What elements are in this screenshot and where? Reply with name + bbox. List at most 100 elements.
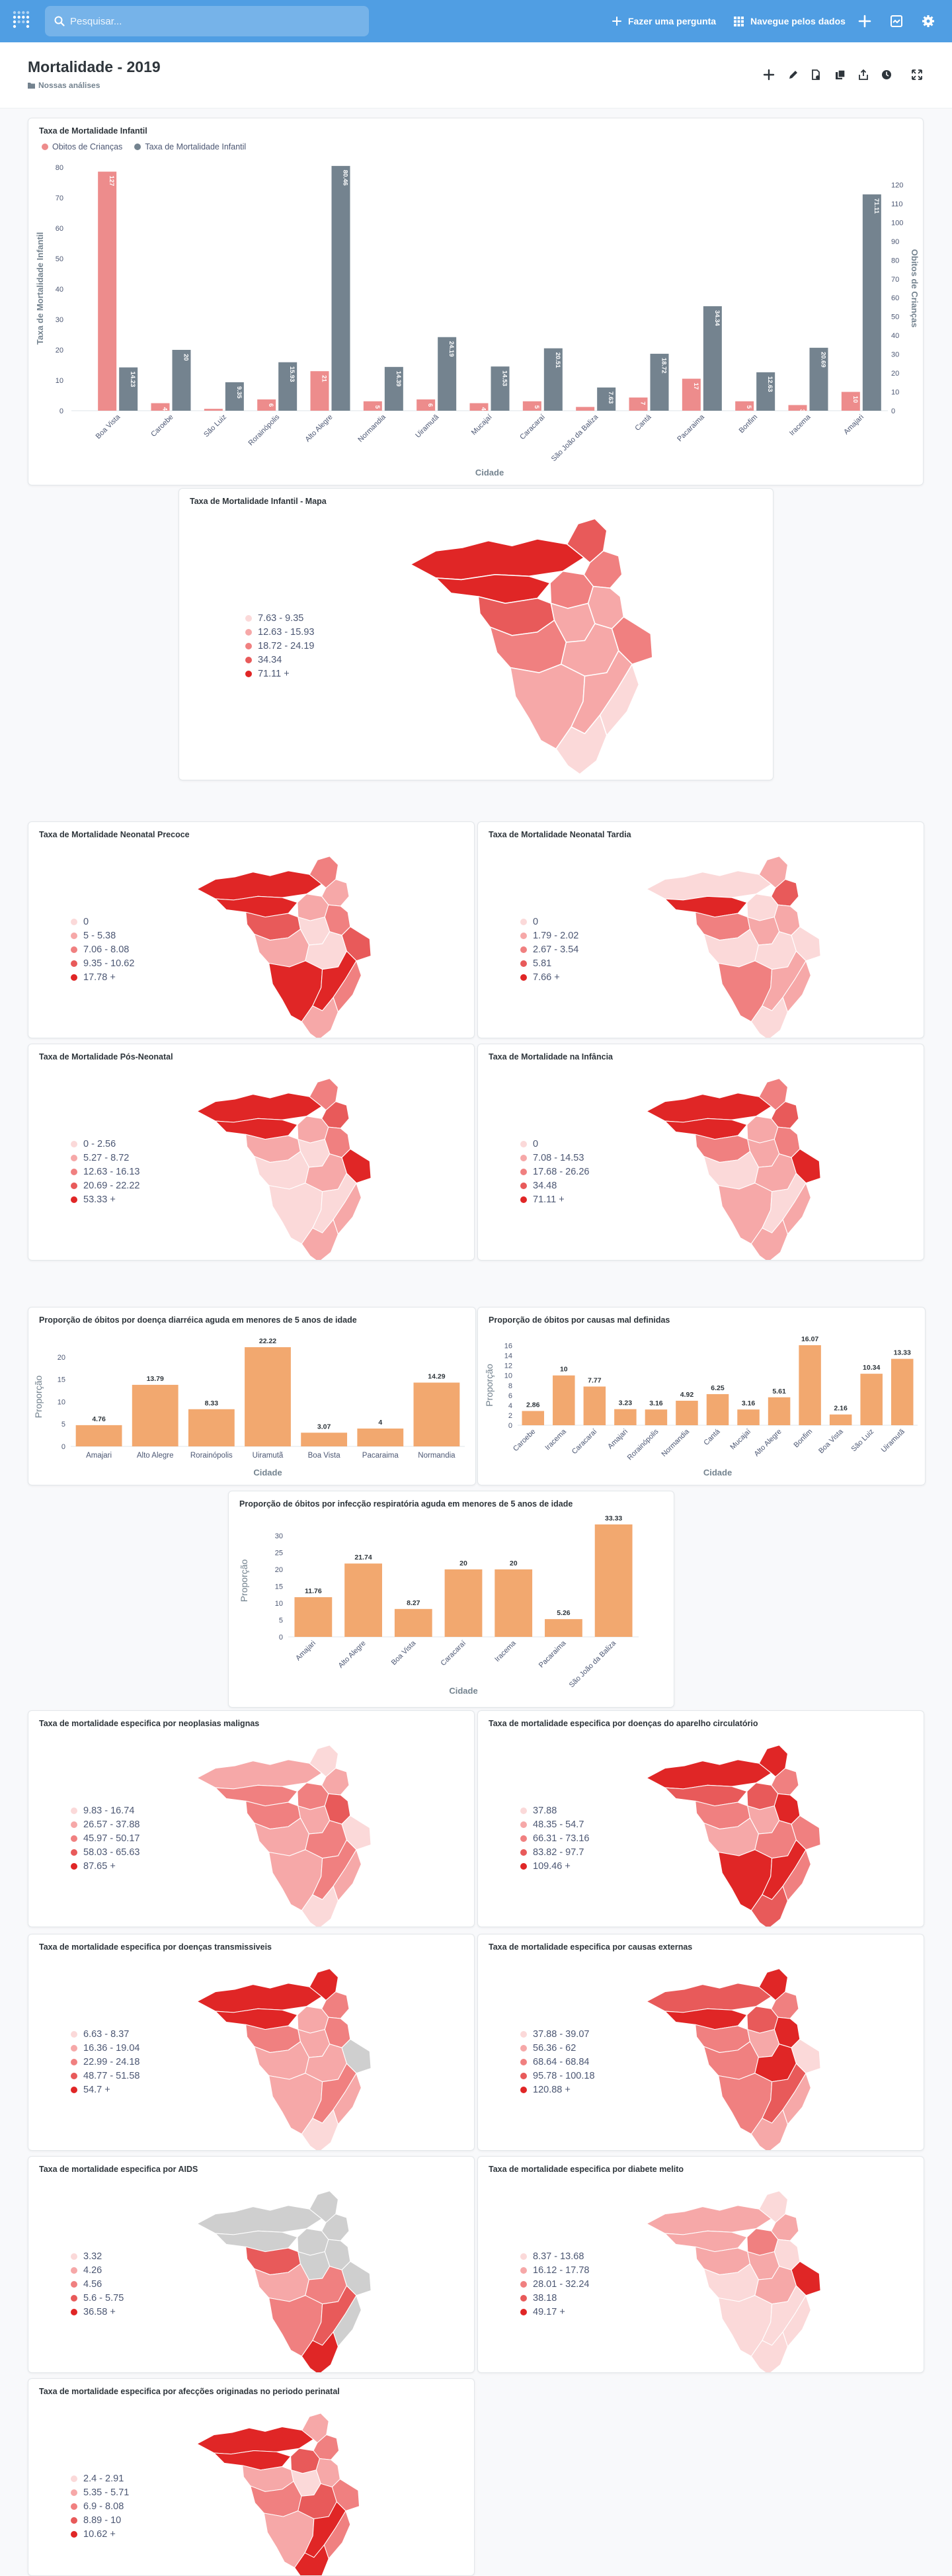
activity-icon[interactable] xyxy=(889,13,904,29)
map-region[interactable] xyxy=(333,2073,362,2125)
map-region[interactable] xyxy=(197,1983,323,2013)
map-region[interactable] xyxy=(197,870,323,901)
map-region[interactable] xyxy=(197,2426,314,2455)
bar-taxa[interactable] xyxy=(119,367,138,411)
choropleth-map[interactable] xyxy=(197,1966,374,2151)
bar-obitos[interactable] xyxy=(98,171,117,411)
map-region[interactable] xyxy=(215,2230,298,2253)
bar[interactable] xyxy=(706,1393,729,1425)
bar-obitos[interactable] xyxy=(629,397,648,411)
bar-taxa[interactable] xyxy=(809,347,828,411)
bar-taxa[interactable] xyxy=(650,353,669,411)
bar-taxa[interactable] xyxy=(438,337,457,411)
bar-taxa[interactable] xyxy=(862,194,881,411)
map-region[interactable] xyxy=(758,1745,789,1778)
choropleth-map[interactable] xyxy=(647,2188,823,2373)
bar[interactable] xyxy=(495,1569,533,1637)
map-region[interactable] xyxy=(664,895,748,918)
map-region[interactable] xyxy=(758,1968,789,2001)
map-region[interactable] xyxy=(333,2295,362,2347)
new-plus-icon[interactable] xyxy=(857,13,873,29)
choropleth-map[interactable] xyxy=(647,854,823,1038)
bar-obitos[interactable] xyxy=(682,378,701,411)
bar[interactable] xyxy=(522,1411,545,1425)
map-region[interactable] xyxy=(647,1093,772,1123)
map-region[interactable] xyxy=(323,2511,351,2559)
metabase-logo[interactable] xyxy=(8,8,34,34)
map-region[interactable] xyxy=(309,856,339,889)
map-region[interactable] xyxy=(214,2450,292,2471)
bar[interactable] xyxy=(737,1409,760,1425)
bar-obitos[interactable] xyxy=(841,392,860,411)
choropleth-map[interactable] xyxy=(647,1743,823,1927)
revision-history-icon[interactable] xyxy=(809,67,823,82)
map-region[interactable] xyxy=(758,2190,789,2223)
bar[interactable] xyxy=(768,1397,791,1425)
bar-taxa[interactable] xyxy=(225,382,244,411)
bar[interactable] xyxy=(891,1358,914,1425)
map-region[interactable] xyxy=(197,1093,323,1123)
map-region[interactable] xyxy=(309,1078,339,1111)
map-region[interactable] xyxy=(566,518,608,563)
map-region[interactable] xyxy=(197,2205,323,2235)
map-region[interactable] xyxy=(647,870,772,901)
bar[interactable] xyxy=(357,1428,404,1446)
bar[interactable] xyxy=(553,1375,575,1425)
map-region[interactable] xyxy=(782,2295,811,2347)
search-input[interactable] xyxy=(70,15,348,27)
map-region[interactable] xyxy=(309,1745,339,1778)
map-region[interactable] xyxy=(215,1118,298,1140)
bar[interactable] xyxy=(594,1524,633,1637)
bar[interactable] xyxy=(294,1597,333,1637)
bar-taxa[interactable] xyxy=(172,350,191,411)
map-region[interactable] xyxy=(782,2073,811,2125)
legend-item[interactable]: Taxa de Mortalidade Infantil xyxy=(145,142,247,151)
bar[interactable] xyxy=(614,1409,637,1425)
map-region[interactable] xyxy=(411,538,585,581)
map-region[interactable] xyxy=(647,1983,772,2013)
map-region[interactable] xyxy=(664,1118,748,1140)
bar-obitos[interactable] xyxy=(735,401,754,411)
bar[interactable] xyxy=(860,1374,883,1425)
choropleth-map[interactable] xyxy=(647,1076,823,1261)
map-region[interactable] xyxy=(599,663,640,736)
browse-data-button[interactable]: Navegue pelos dados xyxy=(734,11,846,32)
bar[interactable] xyxy=(394,1608,432,1637)
duplicate-icon[interactable] xyxy=(833,67,848,82)
bar-obitos[interactable] xyxy=(204,409,223,411)
map-region[interactable] xyxy=(215,2008,298,2030)
choropleth-map[interactable] xyxy=(197,1743,374,1927)
map-region[interactable] xyxy=(664,1784,748,1807)
bar-obitos[interactable] xyxy=(576,407,595,411)
bar[interactable] xyxy=(413,1382,460,1446)
bar-taxa[interactable] xyxy=(543,348,563,411)
bar[interactable] xyxy=(301,1433,348,1446)
map-region[interactable] xyxy=(333,1183,362,1235)
map-region[interactable] xyxy=(309,2190,339,2223)
choropleth-map[interactable] xyxy=(197,2188,374,2373)
choropleth-map[interactable] xyxy=(647,1966,823,2151)
map-region[interactable] xyxy=(664,2230,748,2253)
map-region[interactable] xyxy=(664,2008,748,2030)
bar-obitos[interactable] xyxy=(522,401,541,411)
bar-obitos[interactable] xyxy=(363,401,382,411)
bar-taxa[interactable] xyxy=(331,165,350,411)
share-icon[interactable] xyxy=(856,67,871,82)
bar-obitos[interactable] xyxy=(469,403,489,411)
bar-taxa[interactable] xyxy=(384,366,403,411)
bar[interactable] xyxy=(676,1400,698,1425)
map-region[interactable] xyxy=(782,960,811,1013)
auto-refresh-clock-icon[interactable] xyxy=(879,67,894,82)
bar[interactable] xyxy=(799,1345,821,1425)
bar-taxa[interactable] xyxy=(703,306,722,411)
bar-obitos[interactable] xyxy=(257,399,276,411)
collection-breadcrumb[interactable]: Nossas análises xyxy=(28,81,100,90)
map-region[interactable] xyxy=(333,960,362,1013)
bar-obitos[interactable] xyxy=(416,399,436,411)
bar[interactable] xyxy=(344,1563,382,1637)
search-bar[interactable] xyxy=(45,6,369,36)
bar[interactable] xyxy=(75,1425,122,1446)
bar-taxa[interactable] xyxy=(278,362,298,411)
bar[interactable] xyxy=(245,1347,291,1446)
map-region[interactable] xyxy=(647,2205,772,2235)
